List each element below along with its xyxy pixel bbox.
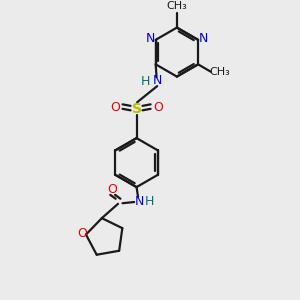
Text: N: N [152, 74, 162, 87]
Text: N: N [199, 32, 208, 45]
Text: H: H [144, 195, 154, 208]
Text: O: O [108, 183, 118, 196]
Text: O: O [153, 101, 163, 114]
Text: CH₃: CH₃ [209, 68, 230, 77]
Text: S: S [132, 102, 142, 116]
Text: CH₃: CH₃ [167, 1, 187, 11]
Text: H: H [141, 75, 151, 88]
Text: N: N [146, 32, 155, 45]
Text: O: O [77, 226, 87, 240]
Text: O: O [110, 101, 120, 114]
Text: N: N [135, 195, 144, 208]
